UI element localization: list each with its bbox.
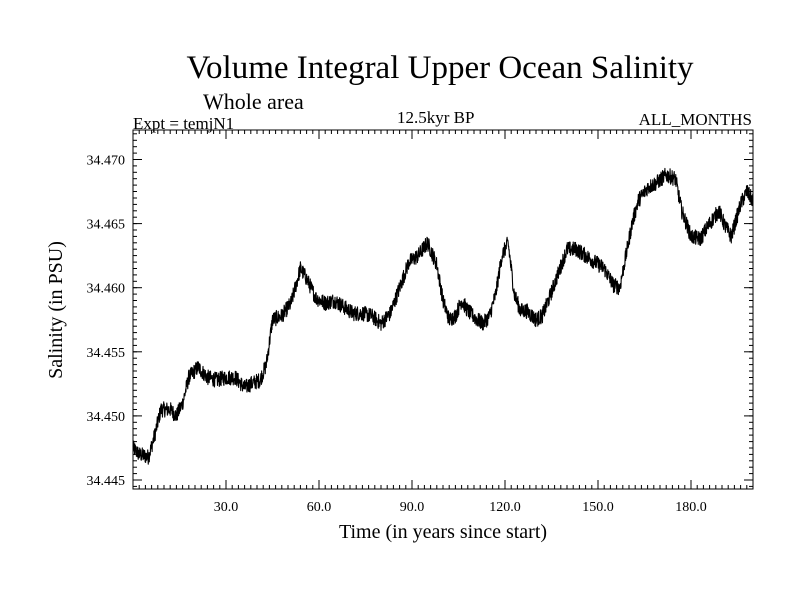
y-tick-label: 34.455 (87, 346, 126, 361)
period-label: 12.5kyr BP (397, 108, 475, 127)
chart-subtitle: Whole area (203, 89, 304, 114)
salinity-series-line (132, 167, 754, 465)
y-tick-label: 34.470 (87, 154, 126, 169)
y-tick-label: 34.465 (87, 218, 126, 233)
x-tick-label: 90.0 (400, 500, 425, 515)
y-tick-label: 34.445 (87, 474, 126, 489)
x-axis-label: Time (in years since start) (339, 521, 547, 543)
tick-labels: 30.0 60.0 90.0 120.0 150.0 180.0 34.445 34.450 3… (87, 154, 707, 516)
months-label: ALL_MONTHS (638, 110, 752, 129)
y-tick-label: 34.460 (87, 282, 126, 297)
x-tick-label: 120.0 (489, 500, 521, 515)
x-tick-label: 30.0 (214, 500, 239, 515)
y-tick-label: 34.450 (87, 410, 126, 425)
chart-title: Volume Integral Upper Ocean Salinity (186, 50, 694, 86)
y-axis-label: Salinity (in PSU) (45, 241, 67, 379)
x-tick-label: 150.0 (582, 500, 614, 515)
experiment-label: Expt = temjN1 (133, 114, 235, 133)
x-tick-label: 180.0 (675, 500, 707, 515)
x-tick-label: 60.0 (307, 500, 332, 515)
major-ticks (133, 130, 753, 489)
